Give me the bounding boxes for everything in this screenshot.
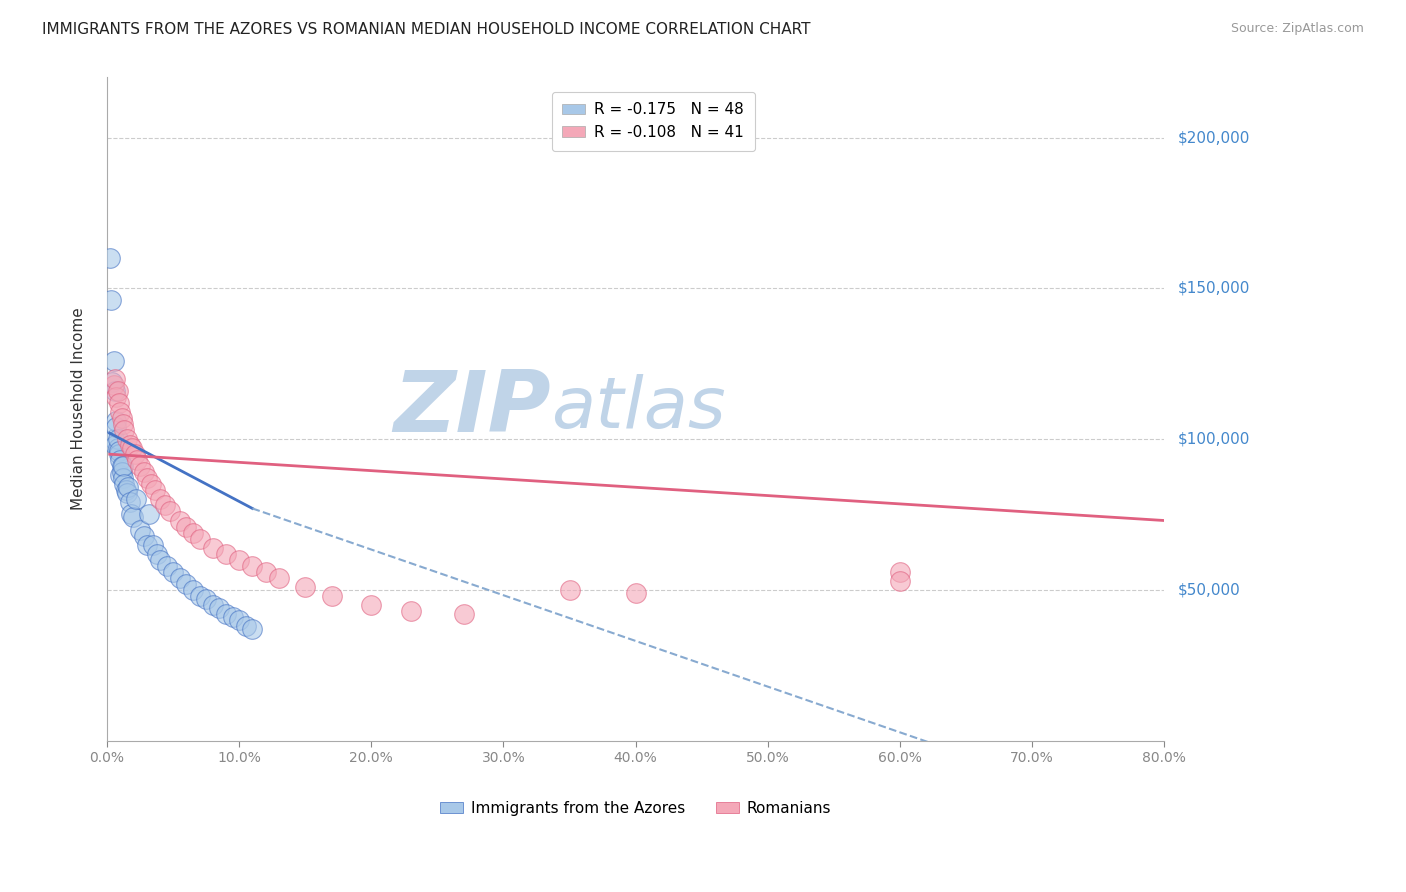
Point (107, 441, 129, 455)
Point (110, 405, 132, 419)
Point (129, 459, 152, 474)
Point (111, 417, 134, 431)
Point (125, 492, 148, 507)
Point (181, 525, 204, 540)
Point (108, 444, 131, 458)
Point (110, 459, 132, 474)
Point (104, 384, 127, 398)
Point (188, 532, 211, 546)
Point (138, 508, 160, 522)
Text: $50,000: $50,000 (1178, 582, 1240, 598)
Point (242, 622, 264, 636)
Point (104, 372, 127, 386)
Point (159, 504, 181, 518)
Point (103, 353, 125, 368)
Point (176, 519, 198, 533)
Point (112, 477, 135, 491)
Point (103, 377, 125, 392)
Point (101, 375, 124, 389)
Point (228, 613, 250, 627)
Point (188, 589, 211, 603)
Point (110, 465, 132, 479)
Point (127, 453, 149, 467)
Text: ZIP: ZIP (394, 368, 551, 450)
Point (135, 471, 157, 485)
Point (143, 483, 166, 498)
Point (132, 465, 155, 479)
Point (112, 423, 135, 437)
Point (195, 591, 218, 606)
Point (146, 547, 169, 561)
Text: IMMIGRANTS FROM THE AZORES VS ROMANIAN MEDIAN HOUSEHOLD INCOME CORRELATION CHART: IMMIGRANTS FROM THE AZORES VS ROMANIAN M… (42, 22, 811, 37)
Point (124, 447, 146, 461)
Point (221, 610, 243, 624)
Point (105, 420, 128, 434)
Point (399, 604, 422, 618)
Point (107, 432, 129, 446)
Point (132, 528, 155, 542)
Point (558, 582, 581, 597)
Point (120, 508, 142, 522)
Point (453, 607, 475, 621)
Text: $200,000: $200,000 (1178, 130, 1250, 145)
Point (110, 453, 132, 467)
Point (115, 432, 138, 446)
Point (118, 438, 141, 452)
Point (111, 471, 134, 485)
Text: Source: ZipAtlas.com: Source: ZipAtlas.com (1230, 22, 1364, 36)
Point (108, 396, 131, 410)
Point (201, 598, 224, 612)
Point (135, 538, 157, 552)
Text: atlas: atlas (551, 375, 725, 443)
Point (115, 486, 138, 500)
Point (235, 619, 257, 633)
Point (121, 441, 143, 455)
Point (215, 607, 238, 621)
Point (169, 514, 191, 528)
Point (110, 411, 132, 425)
Point (100, 293, 122, 308)
Text: $150,000: $150,000 (1178, 281, 1250, 296)
Point (110, 468, 132, 483)
Point (105, 414, 128, 428)
Point (129, 523, 152, 537)
Point (267, 571, 290, 585)
Point (149, 552, 172, 566)
Point (162, 565, 184, 579)
Text: $100,000: $100,000 (1178, 432, 1250, 447)
Point (889, 574, 911, 588)
Point (155, 558, 177, 573)
Point (108, 447, 131, 461)
Point (155, 499, 177, 513)
Point (624, 586, 647, 600)
Point (103, 432, 125, 446)
Y-axis label: Median Household Income: Median Household Income (72, 308, 86, 510)
Point (105, 390, 128, 404)
Point (122, 510, 145, 524)
Point (114, 483, 136, 498)
Point (169, 571, 191, 585)
Point (107, 384, 129, 398)
Point (208, 601, 231, 615)
Legend: Immigrants from the Azores, Romanians: Immigrants from the Azores, Romanians (434, 795, 837, 822)
Point (118, 495, 141, 509)
Point (321, 589, 343, 603)
Point (215, 547, 238, 561)
Point (149, 492, 172, 507)
Point (181, 582, 204, 597)
Point (254, 565, 277, 579)
Point (117, 480, 139, 494)
Point (139, 477, 162, 491)
Point (201, 541, 224, 555)
Point (889, 565, 911, 579)
Point (142, 538, 165, 552)
Point (294, 580, 316, 594)
Point (242, 558, 264, 573)
Point (176, 576, 198, 591)
Point (111, 459, 134, 474)
Point (98, 252, 121, 266)
Point (228, 552, 250, 566)
Point (360, 598, 382, 612)
Point (104, 438, 127, 452)
